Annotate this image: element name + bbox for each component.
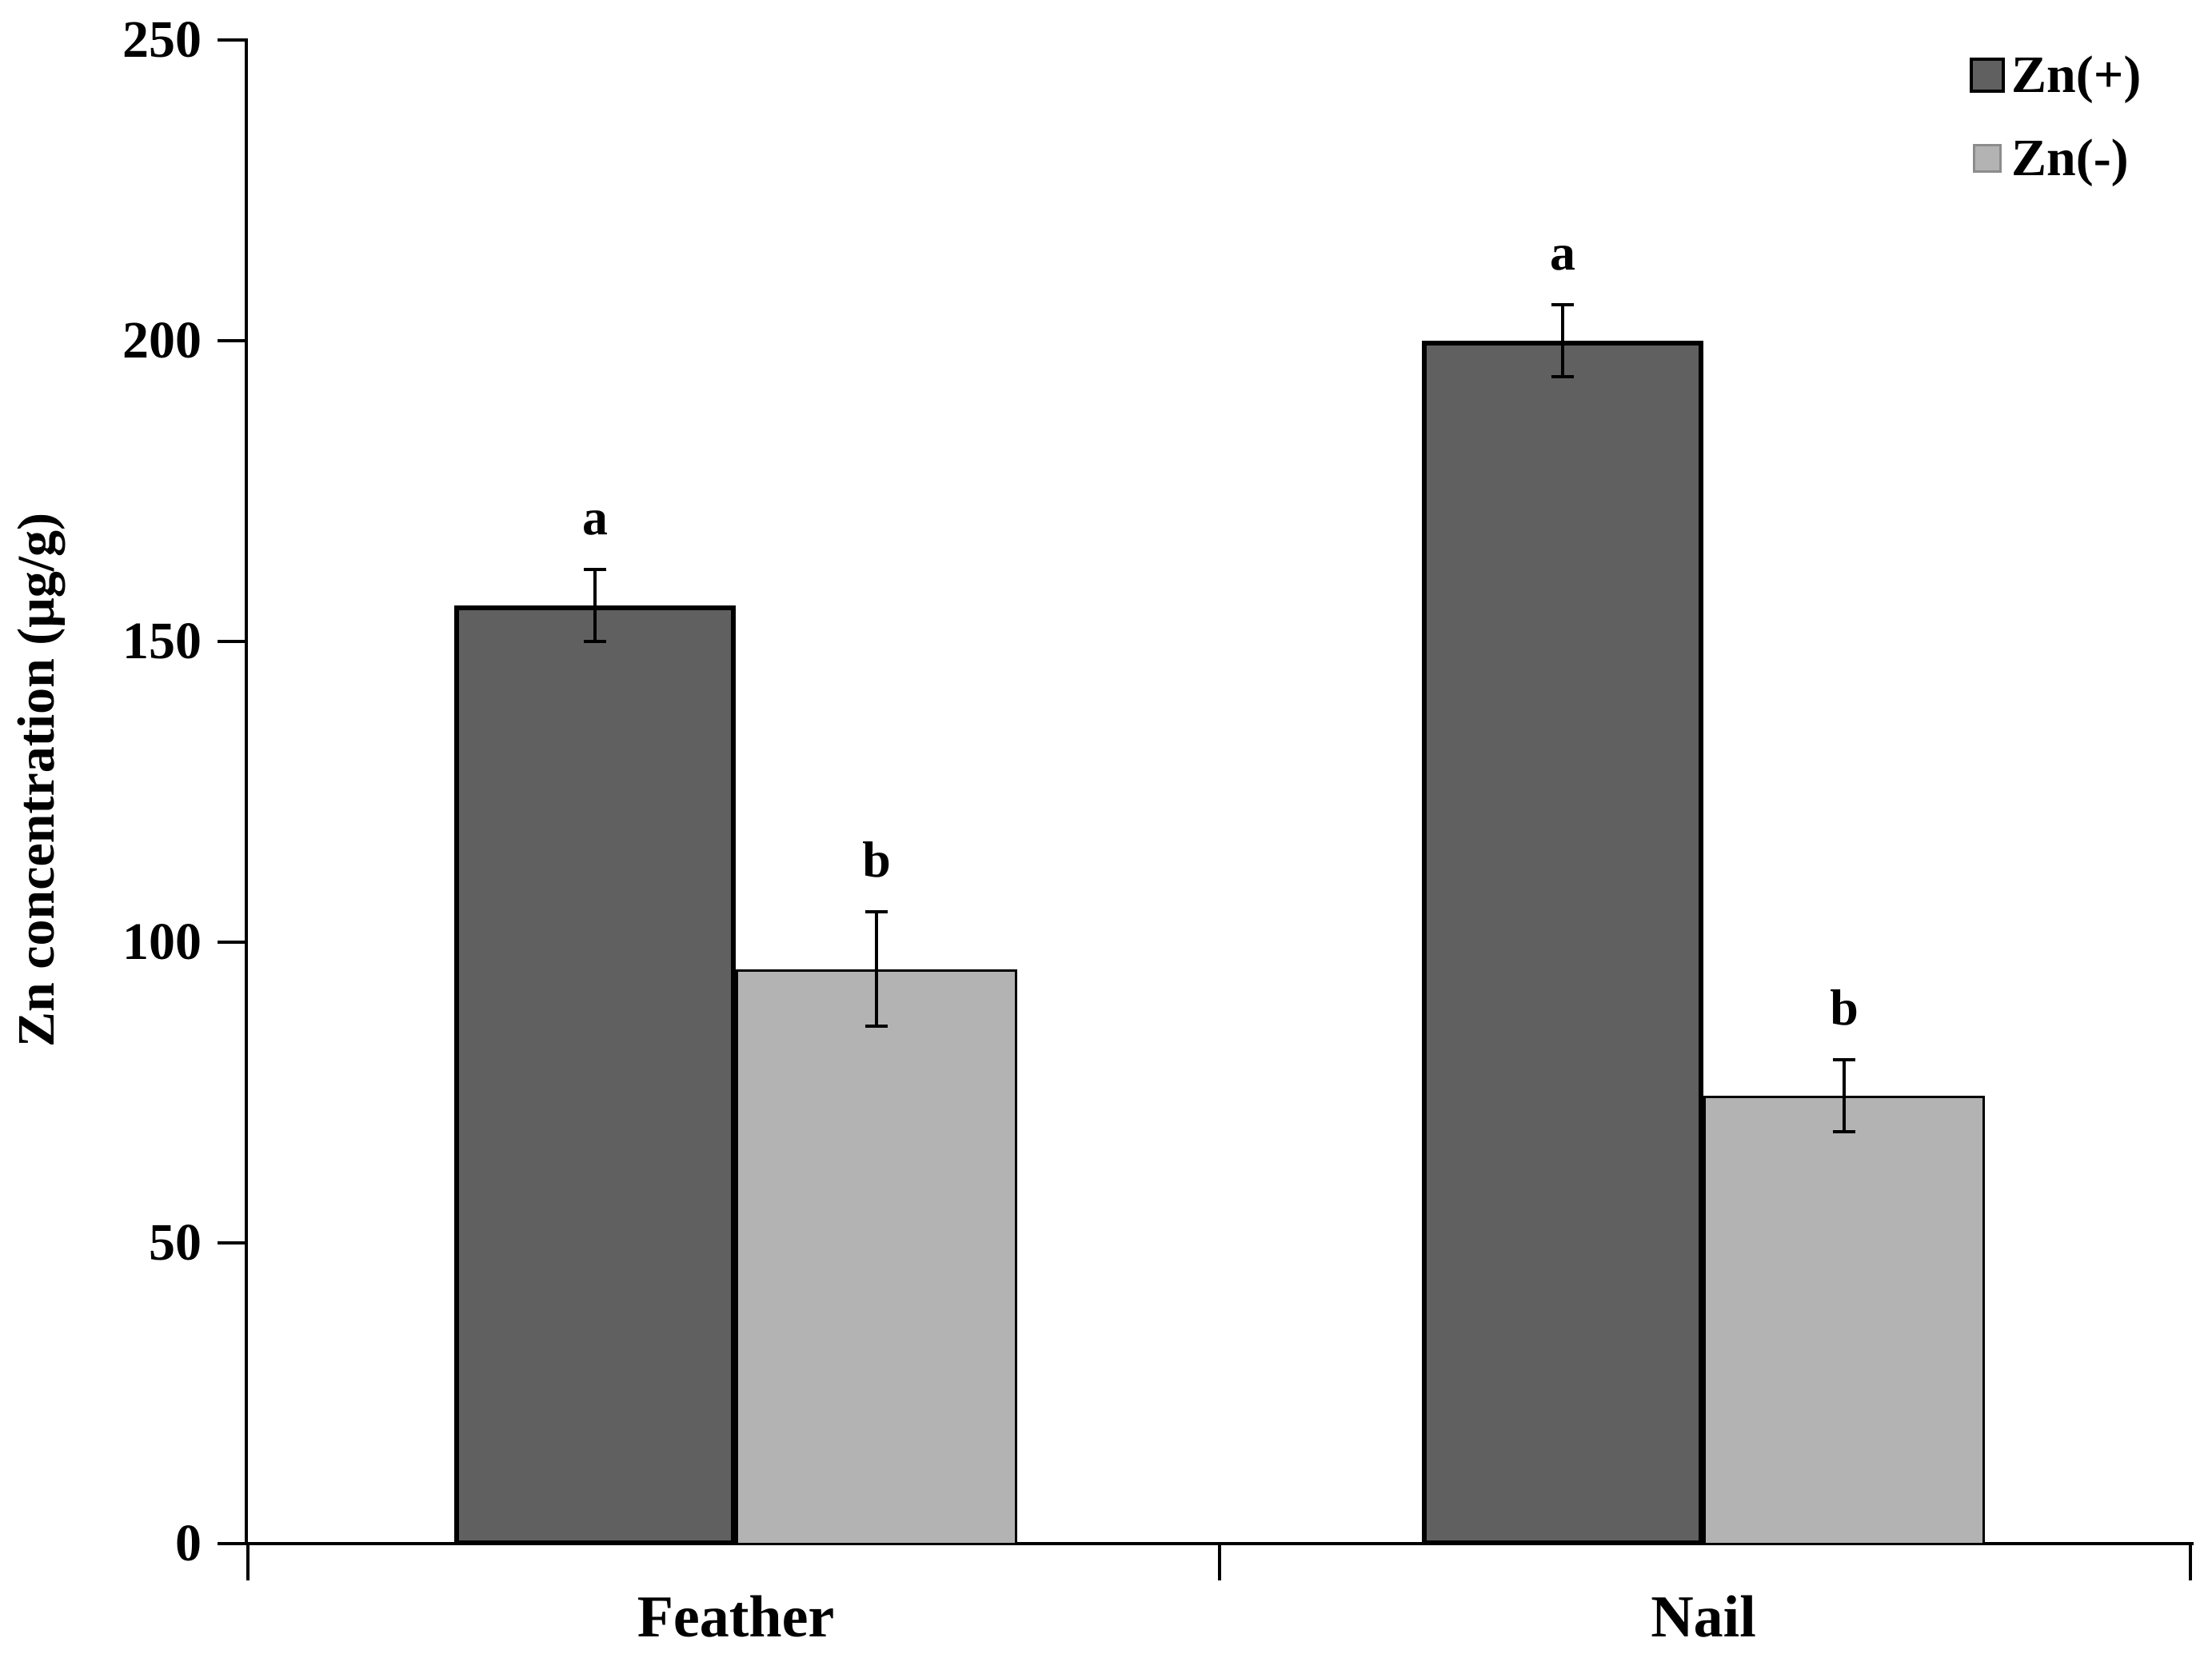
error-bar-line-zn-feather (875, 912, 878, 1027)
error-bar-cap-bottom-zn-feather (584, 640, 606, 643)
error-bar-line-zn-nail (1561, 304, 1564, 378)
y-tick-label: 0 (175, 1514, 202, 1572)
bar-zn-nail (1422, 341, 1703, 1545)
y-tick-label: 50 (149, 1213, 202, 1272)
y-tick (218, 1241, 245, 1244)
y-tick-label: 250 (122, 10, 202, 69)
x-tick (2189, 1544, 2192, 1580)
error-bar-line-zn-nail (1843, 1059, 1846, 1132)
y-tick (218, 640, 245, 643)
y-tick (218, 1542, 245, 1545)
error-bar-cap-top-zn-nail (1551, 302, 1574, 306)
bar-zn-feather (454, 605, 736, 1545)
y-tick-label: 100 (122, 913, 202, 971)
sig-letter-zn-feather: b (862, 831, 891, 889)
legend-swatch-zn (1973, 144, 2002, 173)
x-tick (246, 1544, 250, 1580)
y-axis-line (245, 38, 248, 1545)
legend-swatch-zn (1970, 58, 2005, 93)
y-tick-label: 200 (122, 311, 202, 370)
x-tick (1217, 1544, 1221, 1580)
error-bar-line-zn-feather (593, 569, 597, 641)
error-bar-cap-top-zn-feather (865, 910, 888, 914)
bar-zn-feather (736, 969, 1017, 1545)
y-tick (218, 38, 245, 42)
bar-zn-nail (1703, 1095, 1985, 1545)
y-tick-label: 150 (122, 612, 202, 670)
sig-letter-zn-nail: a (1550, 223, 1575, 281)
error-bar-cap-top-zn-feather (584, 567, 606, 571)
y-tick (218, 941, 245, 944)
legend-label-zn: Zn(-) (2011, 129, 2129, 187)
error-bar-cap-bottom-zn-feather (865, 1025, 888, 1029)
sig-letter-zn-feather: a (582, 488, 608, 545)
category-label-feather: Feather (637, 1584, 835, 1650)
error-bar-cap-bottom-zn-nail (1833, 1129, 1855, 1133)
error-bar-cap-bottom-zn-nail (1551, 375, 1574, 379)
legend-label-zn: Zn(+) (2011, 46, 2142, 104)
error-bar-cap-top-zn-nail (1833, 1057, 1855, 1061)
y-tick (218, 339, 245, 342)
category-label-nail: Nail (1651, 1584, 1756, 1650)
sig-letter-zn-nail: b (1830, 978, 1859, 1036)
